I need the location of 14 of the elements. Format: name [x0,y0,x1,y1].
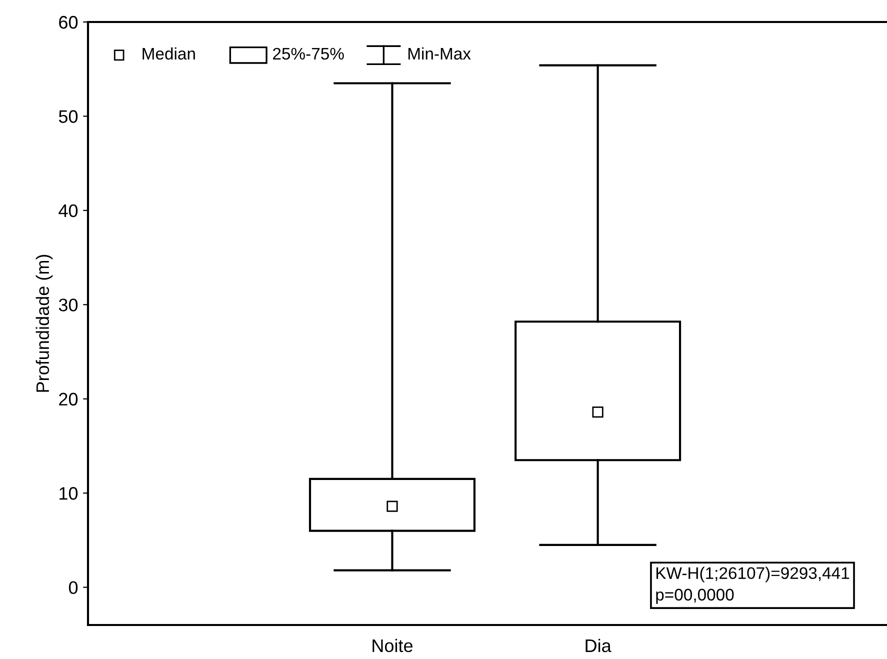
y-tick-label: 0 [68,581,78,594]
annotation: Min-Max [408,47,471,60]
y-tick-label: 50 [58,110,78,123]
annotation: KW-H(1;26107)=9293,441 p=00,0000 [656,566,850,604]
y-tick-label: 20 [59,392,78,406]
x-tick-label: Noite [372,638,413,652]
y-tick-label: 30 [58,298,78,312]
y-tick-label: 60 [59,16,78,29]
y-tick-label: 40 [58,204,78,218]
y-tick-label: 10 [60,487,78,500]
annotation: 25%-75% [273,48,344,60]
y-axis-title: Profundidade (m) [36,254,53,392]
annotation: Median [142,47,195,60]
x-tick-label: Dia [586,638,612,652]
